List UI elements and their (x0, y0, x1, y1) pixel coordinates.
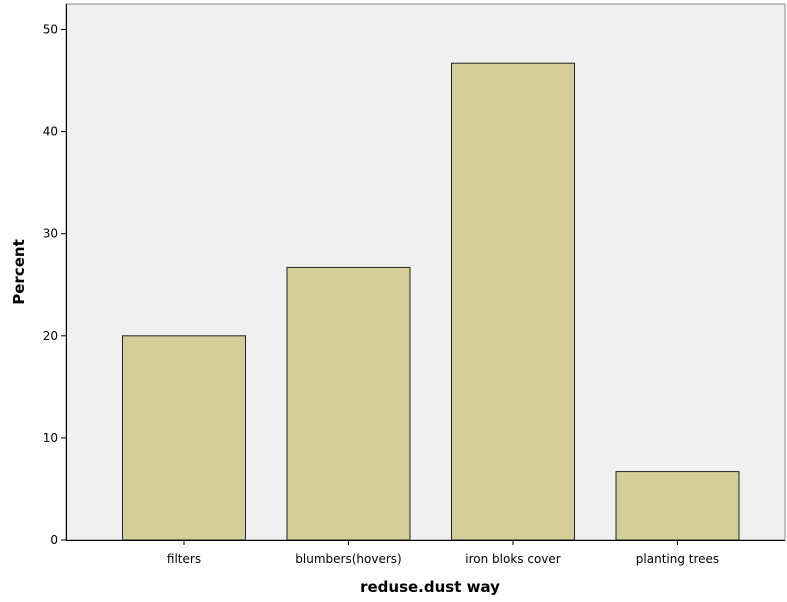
y-tick-label: 10 (43, 431, 58, 445)
x-tick-label: planting trees (636, 552, 719, 566)
x-tick-label: blumbers(hovers) (295, 552, 401, 566)
bar-4 (615, 471, 740, 541)
bar-1 (122, 335, 246, 541)
y-ticks-group: 0 10 20 30 40 50 (43, 23, 66, 547)
x-tick-label: filters (167, 552, 201, 566)
bar-2 (286, 266, 411, 541)
bar-3 (451, 62, 575, 541)
y-tick-label: 50 (43, 23, 58, 37)
y-axis-title: Percent (10, 239, 28, 304)
bars-group (122, 62, 740, 541)
x-ticks-group: filters blumbers(hovers) iron bloks cover p… (167, 540, 719, 566)
x-axis-title: reduse.dust way (360, 578, 500, 596)
y-tick-label: 30 (43, 227, 58, 241)
x-tick-label: iron bloks cover (465, 552, 560, 566)
y-tick-label: 20 (43, 329, 58, 343)
y-tick-label: 0 (50, 533, 58, 547)
y-tick-label: 40 (43, 125, 58, 139)
